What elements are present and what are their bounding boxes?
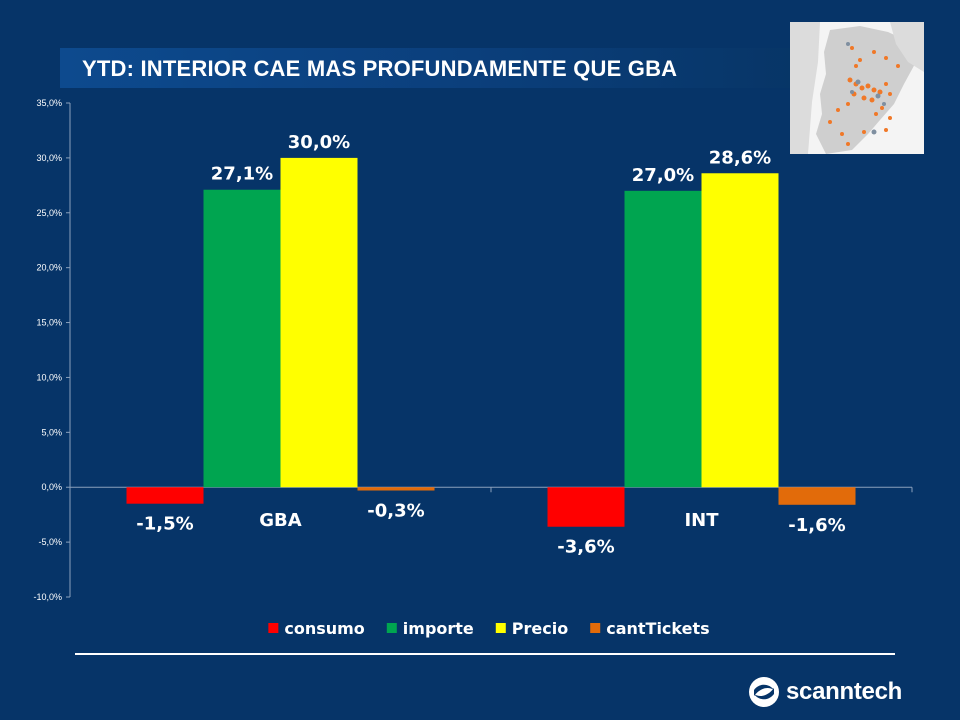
data-label-consumo-INT: -3,6% bbox=[557, 537, 614, 558]
chart-bars bbox=[126, 157, 856, 527]
y-tick-label: 0,0% bbox=[41, 482, 62, 492]
scanntech-logo-icon bbox=[749, 677, 779, 707]
data-labels: -1,5% 27,1% 30,0% -0,3% -3,6% 27,0% 28,6% -1,6% bbox=[136, 132, 845, 558]
data-label-consumo-GBA: -1,5% bbox=[136, 514, 193, 535]
y-tick-label: 35,0% bbox=[36, 98, 62, 108]
legend-swatch-Precio bbox=[495, 623, 506, 633]
legend-label-consumo: consumo bbox=[284, 619, 364, 638]
data-label-importe-INT: 27,0% bbox=[632, 165, 694, 186]
data-label-cantTickets-INT: -1,6% bbox=[788, 515, 845, 536]
data-label-cantTickets-GBA: -0,3% bbox=[367, 501, 424, 522]
bar-consumo-GBA bbox=[126, 487, 204, 504]
bottom-divider bbox=[75, 653, 895, 655]
argentina-map-icon bbox=[790, 22, 924, 154]
y-tick-label: 10,0% bbox=[36, 372, 62, 382]
y-tick-label: -10,0% bbox=[33, 592, 62, 602]
legend-label-importe: importe bbox=[403, 619, 474, 638]
slide-title: YTD: INTERIOR CAE MAS PROFUNDAMENTE QUE … bbox=[82, 56, 678, 81]
category-label-GBA: GBA bbox=[259, 510, 301, 531]
legend-swatch-cantTickets bbox=[590, 623, 601, 633]
legend-swatch-importe bbox=[386, 623, 397, 633]
legend-label-Precio: Precio bbox=[512, 619, 568, 638]
y-axis-ticks: 35,0% 30,0% 25,0% 20,0% 15,0% 10,0% 5,0% 0,0% -5… bbox=[33, 98, 70, 602]
bar-importe-GBA bbox=[203, 189, 281, 488]
bar-cantTickets-GBA bbox=[357, 487, 435, 491]
data-label-Precio-GBA: 30,0% bbox=[288, 132, 350, 153]
y-tick-label: 15,0% bbox=[36, 318, 62, 328]
brand-name: scanntech bbox=[786, 678, 903, 705]
bar-Precio-GBA bbox=[280, 157, 358, 488]
y-tick-label: 25,0% bbox=[36, 208, 62, 218]
legend-label-cantTickets: cantTickets bbox=[606, 619, 709, 638]
bar-Precio-INT bbox=[701, 173, 779, 488]
y-tick-label: 5,0% bbox=[41, 427, 62, 437]
y-tick-label: -5,0% bbox=[38, 537, 62, 547]
chart-legend: consumo importe Precio cantTickets bbox=[268, 619, 710, 638]
data-label-importe-GBA: 27,1% bbox=[211, 164, 273, 185]
category-label-INT: INT bbox=[684, 510, 719, 531]
brand-logo: scanntech bbox=[748, 675, 902, 709]
category-labels: GBA INT bbox=[259, 510, 719, 531]
bar-importe-INT bbox=[624, 190, 702, 488]
legend-swatch-consumo bbox=[268, 623, 279, 633]
bar-consumo-INT bbox=[547, 487, 625, 527]
y-tick-label: 20,0% bbox=[36, 263, 62, 273]
data-label-Precio-INT: 28,6% bbox=[709, 147, 771, 168]
title-band bbox=[60, 48, 805, 88]
bar-cantTickets-INT bbox=[778, 487, 856, 505]
y-tick-label: 30,0% bbox=[36, 153, 62, 163]
chart-axes bbox=[69, 103, 913, 597]
